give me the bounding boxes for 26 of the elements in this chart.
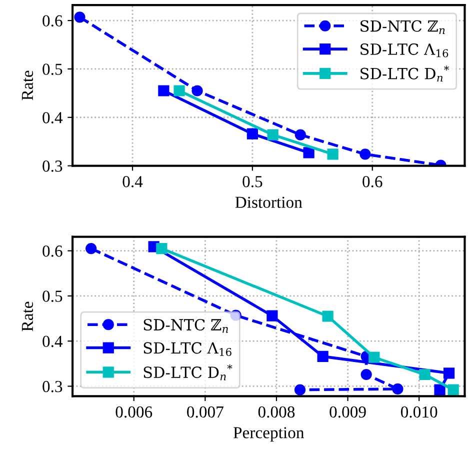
y-tick-label: 0.3: [42, 380, 62, 392]
x-tick-label: 0.010: [400, 406, 438, 418]
x-tick-label: 0.007: [187, 406, 224, 418]
x-tick-label: 0.5: [242, 176, 262, 188]
legend-label: SD-LTC Λ$_{16}$: [144, 342, 232, 356]
y-tick-label: 0.5: [42, 64, 62, 75]
y-axis-title: Rate: [22, 70, 34, 100]
x-axis-title: Distortion: [235, 196, 302, 208]
y-tick-label: 0.6: [42, 15, 62, 27]
x-axis-title: Perception: [233, 427, 304, 442]
y-tick-label: 0.3: [42, 160, 62, 172]
x-tick-label: 0.006: [116, 406, 152, 418]
x-tick-label: 0.4: [122, 176, 143, 188]
legend-label: SD-NTC ℤ$_{n}$: [360, 20, 445, 34]
y-tick-label: 0.6: [42, 245, 62, 257]
x-tick-label: 0.009: [330, 406, 366, 418]
y-tick-label: 0.5: [42, 290, 62, 302]
legend-label: SD-NTC ℤ$_{n}$: [144, 318, 228, 333]
y-tick-label: 0.4: [42, 112, 63, 124]
legend-label: SD-LTC D$_{n}$$^{*}$: [360, 66, 450, 82]
x-tick-label: 0.008: [258, 406, 295, 418]
legend-label: SD-LTC Λ$_{16}$: [360, 43, 448, 58]
y-tick-label: 0.4: [42, 336, 63, 348]
y-axis-title: Rate: [22, 302, 34, 332]
x-tick-label: 0.6: [362, 176, 382, 188]
legend-label: SD-LTC D$_{n}$$^{*}$: [144, 364, 232, 380]
